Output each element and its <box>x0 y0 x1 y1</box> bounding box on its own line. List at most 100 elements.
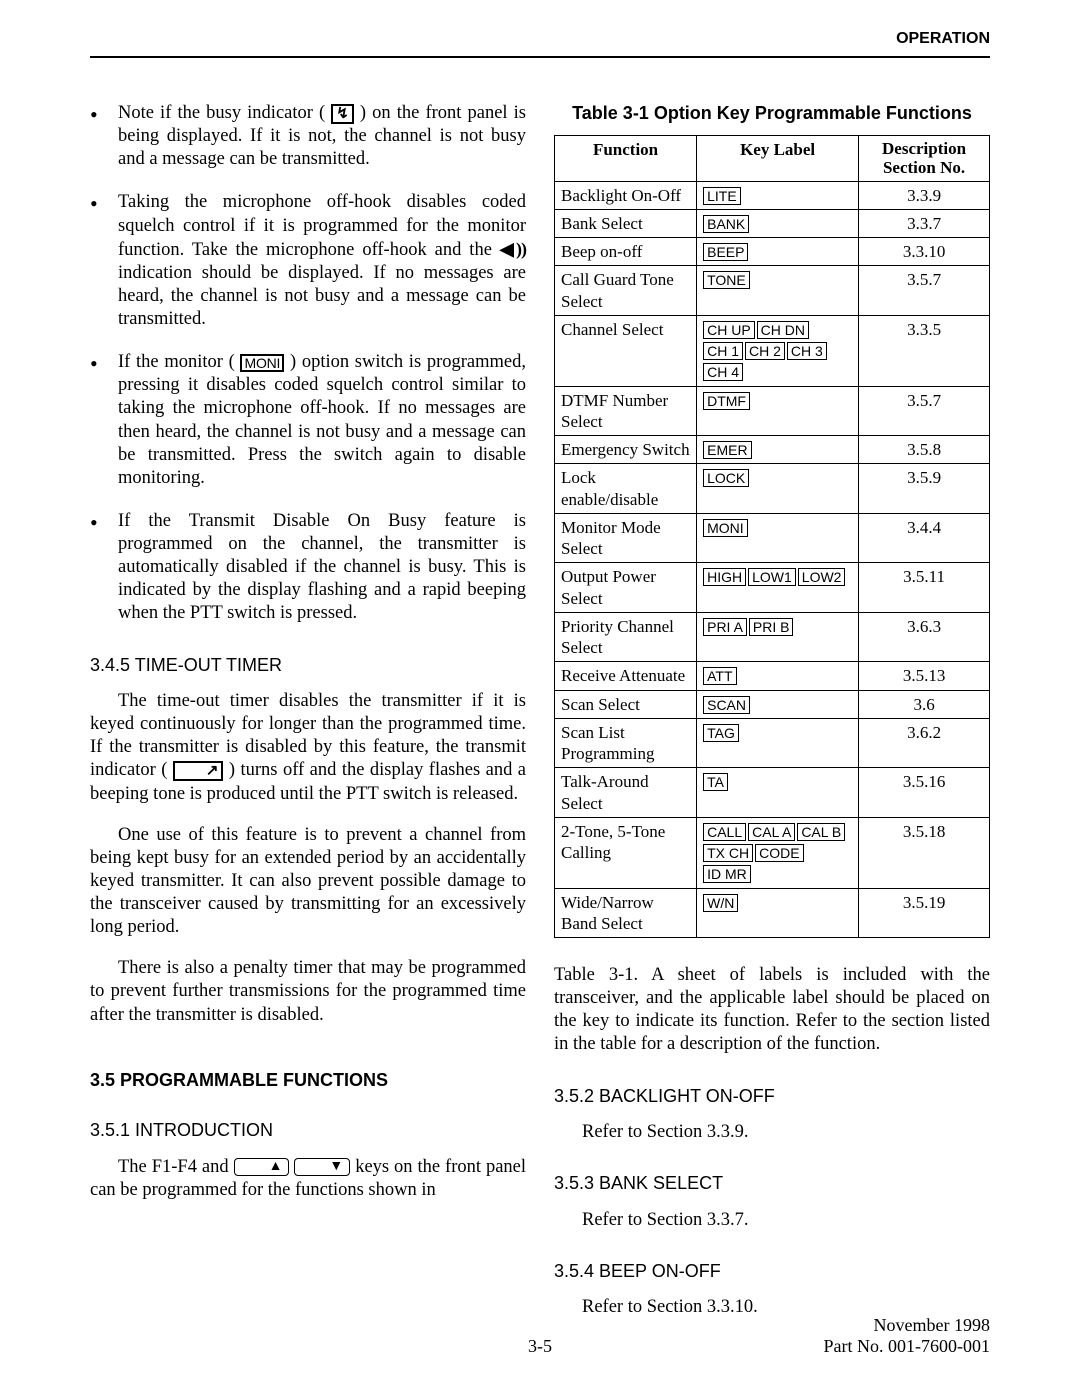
cell-function: Priority Channel Select <box>555 612 697 662</box>
display-icon: ↗ <box>173 761 224 781</box>
cell-section: 3.4.4 <box>859 513 990 563</box>
bullet-item: •Note if the busy indicator ( ↯ ) on the… <box>90 102 526 171</box>
cell-section: 3.5.18 <box>859 817 990 888</box>
table-row: 2-Tone, 5-Tone Calling CALLCAL ACAL B TX C… <box>555 817 990 888</box>
key-label-chip: PRI A <box>703 618 747 636</box>
bullet-text: If the monitor ( MONI ) option switch is… <box>118 351 526 490</box>
body-paragraph: There is also a penalty timer that may b… <box>90 957 526 1026</box>
key-label-chip: DTMF <box>703 392 750 410</box>
footer-page-num: 3-5 <box>310 1336 770 1357</box>
cell-function: Monitor Mode Select <box>555 513 697 563</box>
key-label-chip: CODE <box>755 844 803 862</box>
cell-function: Scan List Programming <box>555 718 697 768</box>
bullet-item: •If the monitor ( MONI ) option switch i… <box>90 351 526 490</box>
right-column: Table 3-1 Option Key Programmable Functi… <box>554 102 990 1337</box>
arrow-key-icon: ▼ <box>294 1158 350 1176</box>
table-row: Backlight On-OffLITE3.3.9 <box>555 181 990 209</box>
table-row: Monitor Mode Select MONI 3.4.4 <box>555 513 990 563</box>
cell-section: 3.5.8 <box>859 436 990 464</box>
cell-section: 3.3.5 <box>859 315 990 386</box>
footer-part-no: Part No. 001-7600-001 <box>770 1336 990 1357</box>
cell-section: 3.3.9 <box>859 181 990 209</box>
cell-function: Wide/Narrow Band Select <box>555 888 697 938</box>
table-row: Scan Select SCAN 3.6 <box>555 690 990 718</box>
intro-para: The F1-F4 and ▲ ▼ keys on the front pane… <box>90 1156 526 1202</box>
table-row: Talk-Around SelectTA3.5.16 <box>555 768 990 818</box>
bullet-dot: • <box>90 351 118 490</box>
table-row: Emergency Switch EMER 3.5.8 <box>555 436 990 464</box>
key-label-chip: ID MR <box>703 865 751 883</box>
bullet-text: If the Transmit Disable On Busy feature … <box>118 510 526 626</box>
bullet-dot: • <box>90 102 118 171</box>
key-label-chip: EMER <box>703 441 751 459</box>
table-row: Channel SelectCH UPCH DNCH 1CH 2CH 3CH 4… <box>555 315 990 386</box>
cell-section: 3.6 <box>859 690 990 718</box>
key-label-chip: W/N <box>703 894 738 912</box>
key-label-chip: CAL A <box>748 823 795 841</box>
cell-keylabel: TONE <box>697 266 859 316</box>
cell-section: 3.3.10 <box>859 238 990 266</box>
cell-section: 3.5.9 <box>859 464 990 514</box>
header-section-title: OPERATION <box>90 30 990 48</box>
bullet-text: Taking the microphone off-hook disables … <box>118 191 526 331</box>
cell-function: Emergency Switch <box>555 436 697 464</box>
cell-function: Output Power Select <box>555 563 697 613</box>
table-caption: Table 3-1 Option Key Programmable Functi… <box>554 102 990 125</box>
key-label-chip: CH 1 <box>703 342 743 360</box>
cell-function: Channel Select <box>555 315 697 386</box>
cell-keylabel: W/N <box>697 888 859 938</box>
cell-keylabel: ATT <box>697 662 859 690</box>
bullet-text: Note if the busy indicator ( ↯ ) on the … <box>118 102 526 171</box>
body-paragraph: One use of this feature is to prevent a … <box>90 824 526 940</box>
body-paragraph: The time-out timer disables the transmit… <box>90 690 526 806</box>
cell-section: 3.5.16 <box>859 768 990 818</box>
table-row: Priority Channel SelectPRI APRI B3.6.3 <box>555 612 990 662</box>
th-keylabel: Key Label <box>697 135 859 181</box>
key-label-chip: CALL <box>703 823 746 841</box>
right-paragraph: Table 3-1. A sheet of labels is included… <box>554 964 990 1057</box>
bullet-dot: • <box>90 510 118 626</box>
key-label-chip: LITE <box>703 187 741 205</box>
table-row: DTMF Number Select DTMF 3.5.7 <box>555 386 990 436</box>
page-footer: 3-5 November 1998 Part No. 001-7600-001 <box>90 1315 990 1357</box>
cell-keylabel: PRI APRI B <box>697 612 859 662</box>
cell-section: 3.5.13 <box>859 662 990 690</box>
key-label-chip: MONI <box>703 519 748 537</box>
arrow-key-icon: ▲ <box>234 1158 290 1176</box>
key-label-chip: CH 2 <box>745 342 785 360</box>
th-section: Description Section No. <box>859 135 990 181</box>
subhead: 3.5.4 BEEP ON-OFF <box>554 1260 990 1283</box>
key-label-chip: BANK <box>703 215 749 233</box>
key-label-chip: CAL B <box>797 823 845 841</box>
cell-section: 3.5.19 <box>859 888 990 938</box>
cell-function: 2-Tone, 5-Tone Calling <box>555 817 697 888</box>
key-label-chip: CH 3 <box>787 342 827 360</box>
cell-keylabel: CALLCAL ACAL B TX CHCODEID MR <box>697 817 859 888</box>
key-label-chip: TONE <box>703 271 750 289</box>
speaker-icon: ◀)) <box>500 239 526 259</box>
cell-keylabel: HIGHLOW1LOW2 <box>697 563 859 613</box>
key-label-chip: TA <box>703 773 728 791</box>
cell-function: Call Guard Tone Select <box>555 266 697 316</box>
cell-section: 3.5.7 <box>859 386 990 436</box>
key-label-chip: CH 4 <box>703 363 743 381</box>
table-row: Lock enable/disableLOCK3.5.9 <box>555 464 990 514</box>
key-label-chip: HIGH <box>703 568 746 586</box>
key-label-chip: CH UP <box>703 321 755 339</box>
cell-section: 3.5.7 <box>859 266 990 316</box>
subhead-intro: 3.5.1 INTRODUCTION <box>90 1119 526 1142</box>
left-column: •Note if the busy indicator ( ↯ ) on the… <box>90 102 526 1337</box>
cell-keylabel: MONI <box>697 513 859 563</box>
cell-function: Scan Select <box>555 690 697 718</box>
key-label-chip: TX CH <box>703 844 753 862</box>
display-icon: ↯ <box>331 104 354 124</box>
key-label-chip: LOCK <box>703 469 749 487</box>
table-row: Receive AttenuateATT3.5.13 <box>555 662 990 690</box>
option-table: Function Key Label Description Section N… <box>554 135 990 939</box>
body-paragraph: Refer to Section 3.3.9. <box>554 1121 990 1144</box>
key-label-chip: SCAN <box>703 696 750 714</box>
cell-function: DTMF Number Select <box>555 386 697 436</box>
key-label-chip: LOW2 <box>798 568 846 586</box>
cell-keylabel: EMER <box>697 436 859 464</box>
cell-function: Bank Select <box>555 209 697 237</box>
